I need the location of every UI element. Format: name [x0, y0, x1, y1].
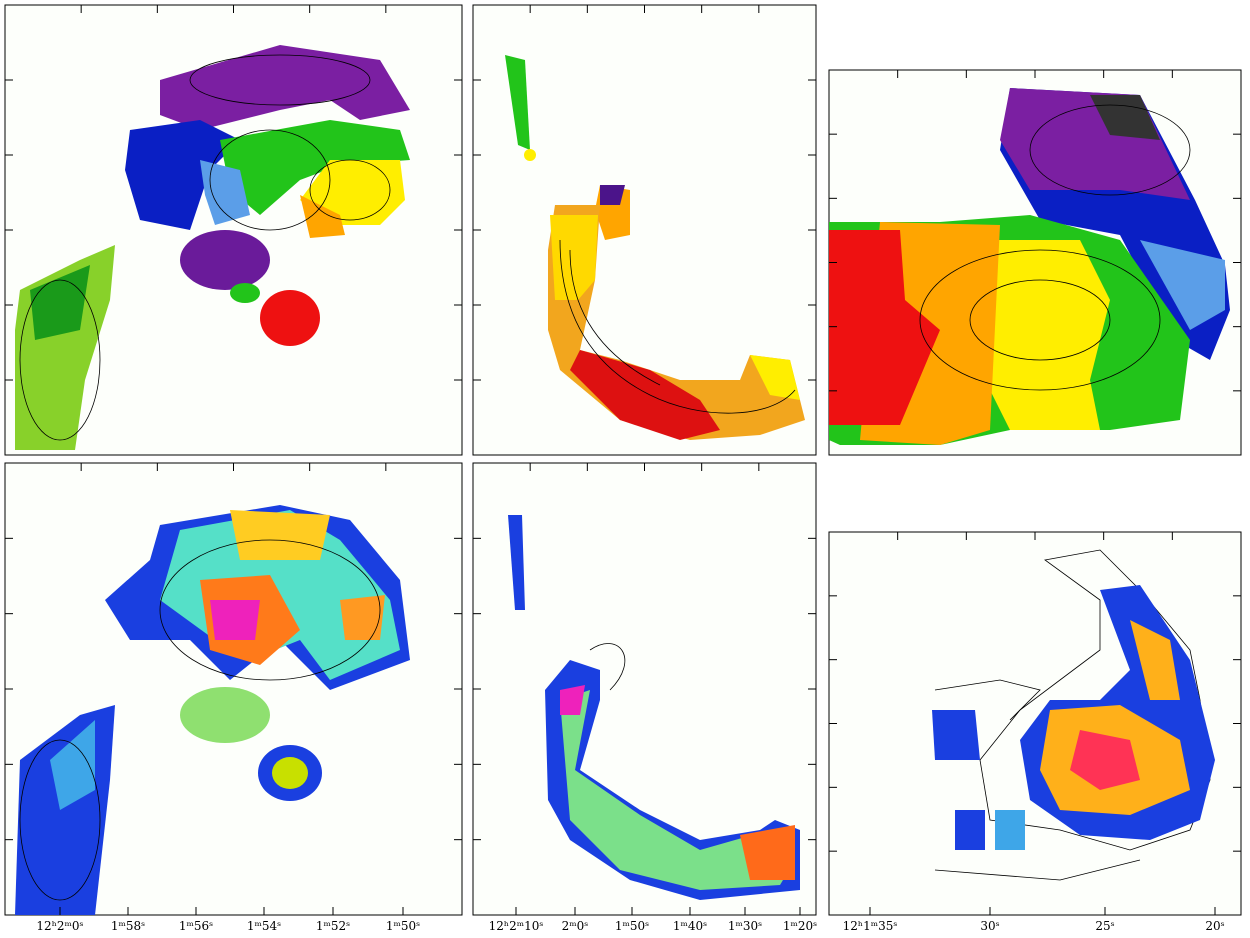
- x-tick-label: 1ᵐ52ˢ: [316, 919, 350, 933]
- velocity-map: [829, 88, 1230, 445]
- x-tick-label: 1ᵐ30ˢ: [728, 919, 762, 933]
- x-tick-label: 30ˢ: [980, 919, 999, 933]
- dispersion-map: [932, 549, 1215, 881]
- x-tick-label: 12ʰ2ᵐ0ˢ: [36, 919, 83, 933]
- velocity-map: [505, 55, 805, 440]
- x-tick-label: 1ᵐ54ˢ: [247, 919, 281, 933]
- x-tick-label: 2ᵐ0ˢ: [562, 919, 589, 933]
- x-tick-label: 1ᵐ56ˢ: [179, 919, 213, 933]
- dispersion-map: [15, 505, 410, 915]
- x-tick-label: 1ᵐ20ˢ: [783, 919, 817, 933]
- x-tick-label: 25ˢ: [1095, 919, 1114, 933]
- axis-labels: 12ʰ2ᵐ0ˢ 1ᵐ58ˢ 1ᵐ56ˢ 1ᵐ54ˢ 1ᵐ52ˢ 1ᵐ50ˢ 12ʰ2ᵐ10ˢ…: [5, 5, 1241, 933]
- x-tick-label: 1ᵐ40ˢ: [673, 919, 707, 933]
- x-tick-label: 12ʰ1ᵐ35ˢ: [843, 919, 898, 933]
- x-tick-label: 12ʰ2ᵐ10ˢ: [489, 919, 544, 933]
- x-tick-label: 1ᵐ50ˢ: [386, 919, 420, 933]
- velocity-map: [15, 45, 410, 450]
- x-tick-label: 20ˢ: [1205, 919, 1224, 933]
- x-tick-label: 1ᵐ50ˢ: [615, 919, 649, 933]
- x-tick-label: 1ᵐ58ˢ: [111, 919, 145, 933]
- dispersion-map: [508, 515, 800, 900]
